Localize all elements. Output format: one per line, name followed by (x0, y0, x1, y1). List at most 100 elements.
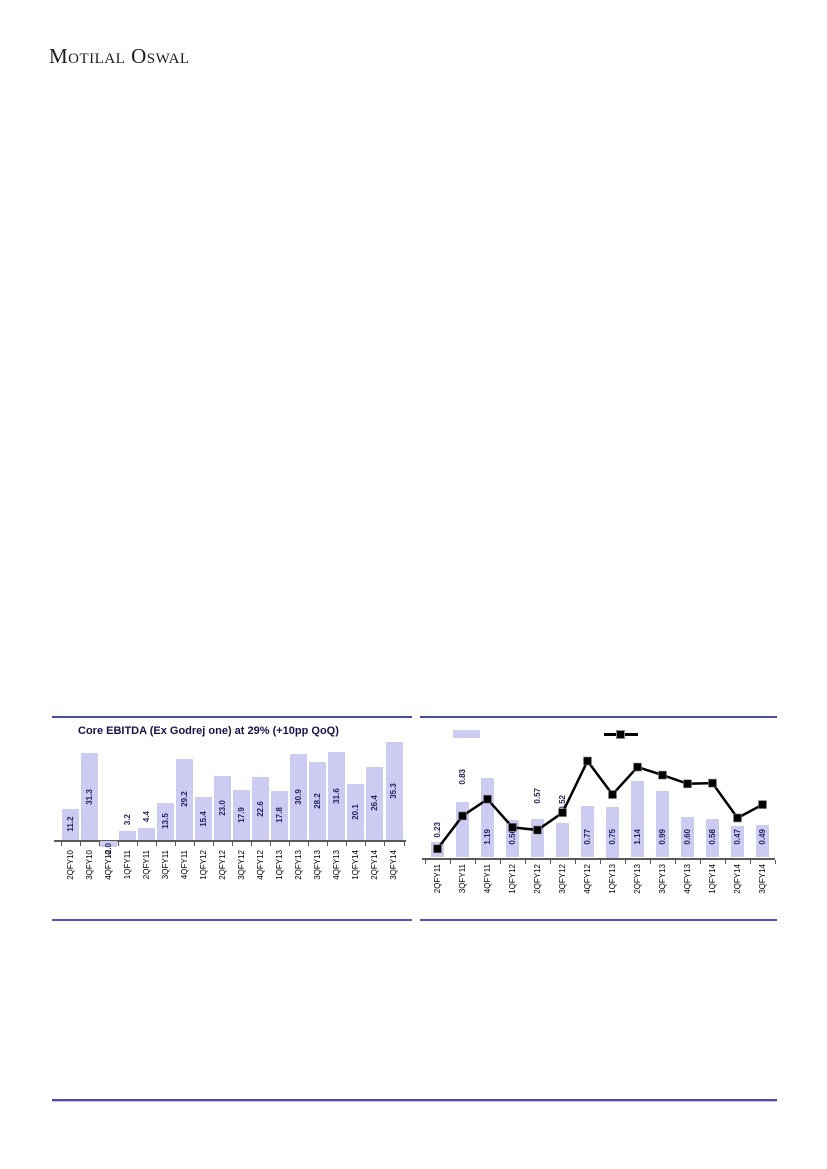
bar (481, 777, 494, 858)
line-marker (733, 813, 742, 823)
line-marker (658, 770, 667, 780)
category-label: 4QFY11 (179, 850, 189, 880)
axis-tick (365, 842, 367, 846)
bar-value-label: 0.47 (732, 828, 742, 845)
bar-value-label: 0.75 (607, 828, 617, 845)
bar (531, 819, 544, 858)
bar (366, 766, 384, 840)
category-label: 4QFY12 (255, 850, 265, 880)
axis-tick (213, 842, 215, 846)
bar (290, 754, 308, 840)
legend-line-symbol-icon (604, 730, 638, 739)
axis-tick (650, 859, 651, 864)
chart-core-ebitda: Core EBITDA (Ex Godrej one) at 29% (+10p… (52, 716, 412, 921)
bar-value-label: 30.9 (293, 789, 303, 805)
chart-bar-line-combo: 0.23 2QFY11 0.83 3QFY11 1.19 4QFY11 0.56 1QFY12… (420, 716, 777, 921)
bar (214, 776, 232, 840)
bar (138, 827, 156, 840)
category-label: 4QFY13 (682, 864, 692, 894)
bar (119, 831, 137, 840)
bar (62, 808, 79, 840)
axis-tick (194, 842, 196, 846)
bar-value-label: 35.3 (389, 783, 398, 799)
category-label: 1QFY12 (198, 850, 208, 880)
bar (456, 801, 469, 858)
bar (347, 784, 365, 840)
bar (385, 742, 403, 840)
axis-tick (475, 859, 476, 864)
chart-legend (420, 718, 777, 748)
bar (195, 797, 213, 840)
category-label: 2QFY11 (141, 850, 151, 880)
bar-value-label: 0.58 (707, 828, 717, 845)
category-label: 4QFY13 (331, 850, 341, 880)
bar-value-label: 23.0 (217, 800, 227, 816)
category-label: 4QFY10 (103, 850, 113, 880)
bar (252, 777, 270, 840)
category-label: 1QFY13 (607, 864, 617, 894)
axis-tick (251, 842, 253, 846)
line-marker (683, 779, 692, 789)
axis-tick (525, 859, 526, 864)
plot-area-right: 0.23 2QFY11 0.83 3QFY11 1.19 4QFY11 0.56 1QFY12… (420, 718, 777, 919)
category-label: 2QFY13 (632, 864, 642, 894)
category-label: 4QFY11 (482, 864, 492, 894)
bar-value-label: 31.6 (331, 788, 341, 804)
axis-tick (775, 859, 776, 864)
category-label: 3QFY11 (160, 850, 170, 880)
bar (556, 822, 569, 858)
category-label: 3QFY12 (236, 850, 246, 880)
bar (309, 761, 327, 840)
line-marker (608, 790, 617, 799)
bar (631, 781, 644, 858)
axis-tick (137, 842, 139, 846)
axis-tick (700, 859, 701, 864)
axis-tick (675, 859, 676, 864)
bar-value-label: 0.99 (657, 828, 667, 845)
bar-value-label: 1.19 (482, 828, 492, 845)
bar-value-label: 0.83 (457, 769, 467, 785)
category-label: 3QFY10 (84, 850, 94, 880)
category-label: 1QFY14 (350, 850, 360, 880)
category-label: 3QFY12 (557, 864, 567, 894)
axis-tick (270, 842, 272, 846)
category-label: 2QFY12 (217, 850, 227, 880)
bar-value-label: 11.2 (65, 816, 75, 833)
axis-tick (80, 842, 81, 846)
axis-tick (175, 842, 177, 846)
x-axis (54, 840, 406, 842)
axis-tick (575, 859, 576, 864)
bar (328, 752, 346, 840)
bar-value-label: 29.2 (179, 791, 189, 808)
x-axis (422, 857, 775, 860)
category-label: 3QFY14 (389, 850, 398, 880)
category-label: 2QFY12 (532, 864, 542, 894)
bar-value-label: 0.49 (757, 828, 767, 845)
plot-area-left: 11.2 2QFY10 31.3 3QFY10 -2.0 4QFY10 3.2 1QFY11 4… (52, 718, 412, 919)
bar (271, 790, 289, 840)
axis-tick (327, 842, 329, 846)
axis-tick (500, 859, 501, 864)
axis-tick (550, 859, 551, 864)
axis-tick (346, 842, 348, 846)
bar-value-label: 0.56 (507, 828, 517, 845)
line-marker (633, 762, 642, 772)
bar (656, 791, 669, 858)
category-label: 1QFY13 (274, 850, 284, 880)
axis-tick (60, 842, 62, 846)
bar (81, 753, 99, 840)
trend-line-layer (433, 756, 767, 854)
bar (233, 790, 251, 840)
category-label: 1QFY11 (122, 850, 132, 880)
category-label: 2QFY13 (293, 850, 303, 880)
brand-logo: Motilal Oswal (49, 44, 190, 68)
category-label: 3QFY13 (657, 864, 667, 894)
legend-bar-swatch-icon (453, 730, 480, 738)
category-label: 3QFY13 (312, 850, 322, 880)
bar-value-label: 20.1 (350, 804, 360, 820)
bar-value-label: 28.2 (312, 793, 322, 809)
axis-tick (725, 859, 726, 864)
axis-tick (750, 859, 751, 864)
footer-divider (52, 1099, 777, 1102)
